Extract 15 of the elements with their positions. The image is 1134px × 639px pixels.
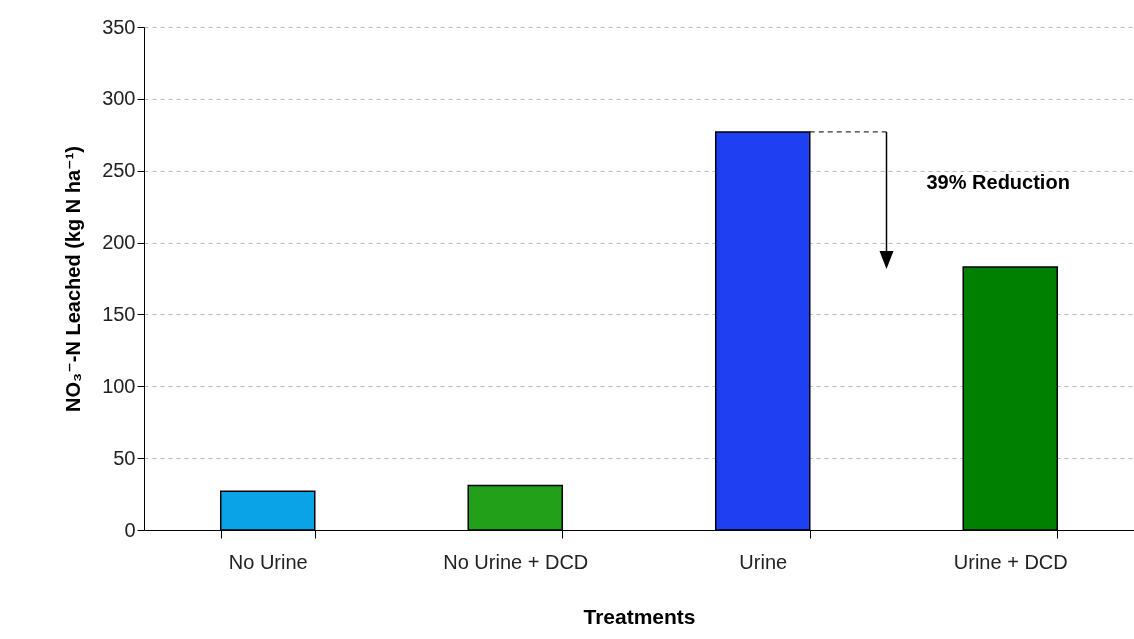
x-axis-title: Treatments (583, 604, 696, 628)
y-tick-label: 100 (102, 374, 136, 397)
x-tick-label: Urine + DCD (953, 550, 1068, 573)
x-tick-label: No Urine (228, 550, 308, 573)
y-tick-label: 350 (102, 15, 136, 38)
x-tick-label: Urine (739, 550, 788, 573)
y-axis-title: NO₃⁻-N Leached (kg N ha⁻¹) (62, 146, 85, 412)
x-tick-label: No Urine + DCD (443, 550, 589, 573)
y-tick-label: 150 (102, 302, 136, 325)
y-tick-label: 300 (102, 87, 136, 110)
y-tick-label: 0 (124, 518, 136, 541)
annotation: 39% Reduction (926, 171, 1070, 194)
y-tick-label: 200 (102, 231, 136, 254)
y-tick-label: 250 (102, 159, 136, 182)
y-tick-label: 50 (113, 446, 136, 469)
